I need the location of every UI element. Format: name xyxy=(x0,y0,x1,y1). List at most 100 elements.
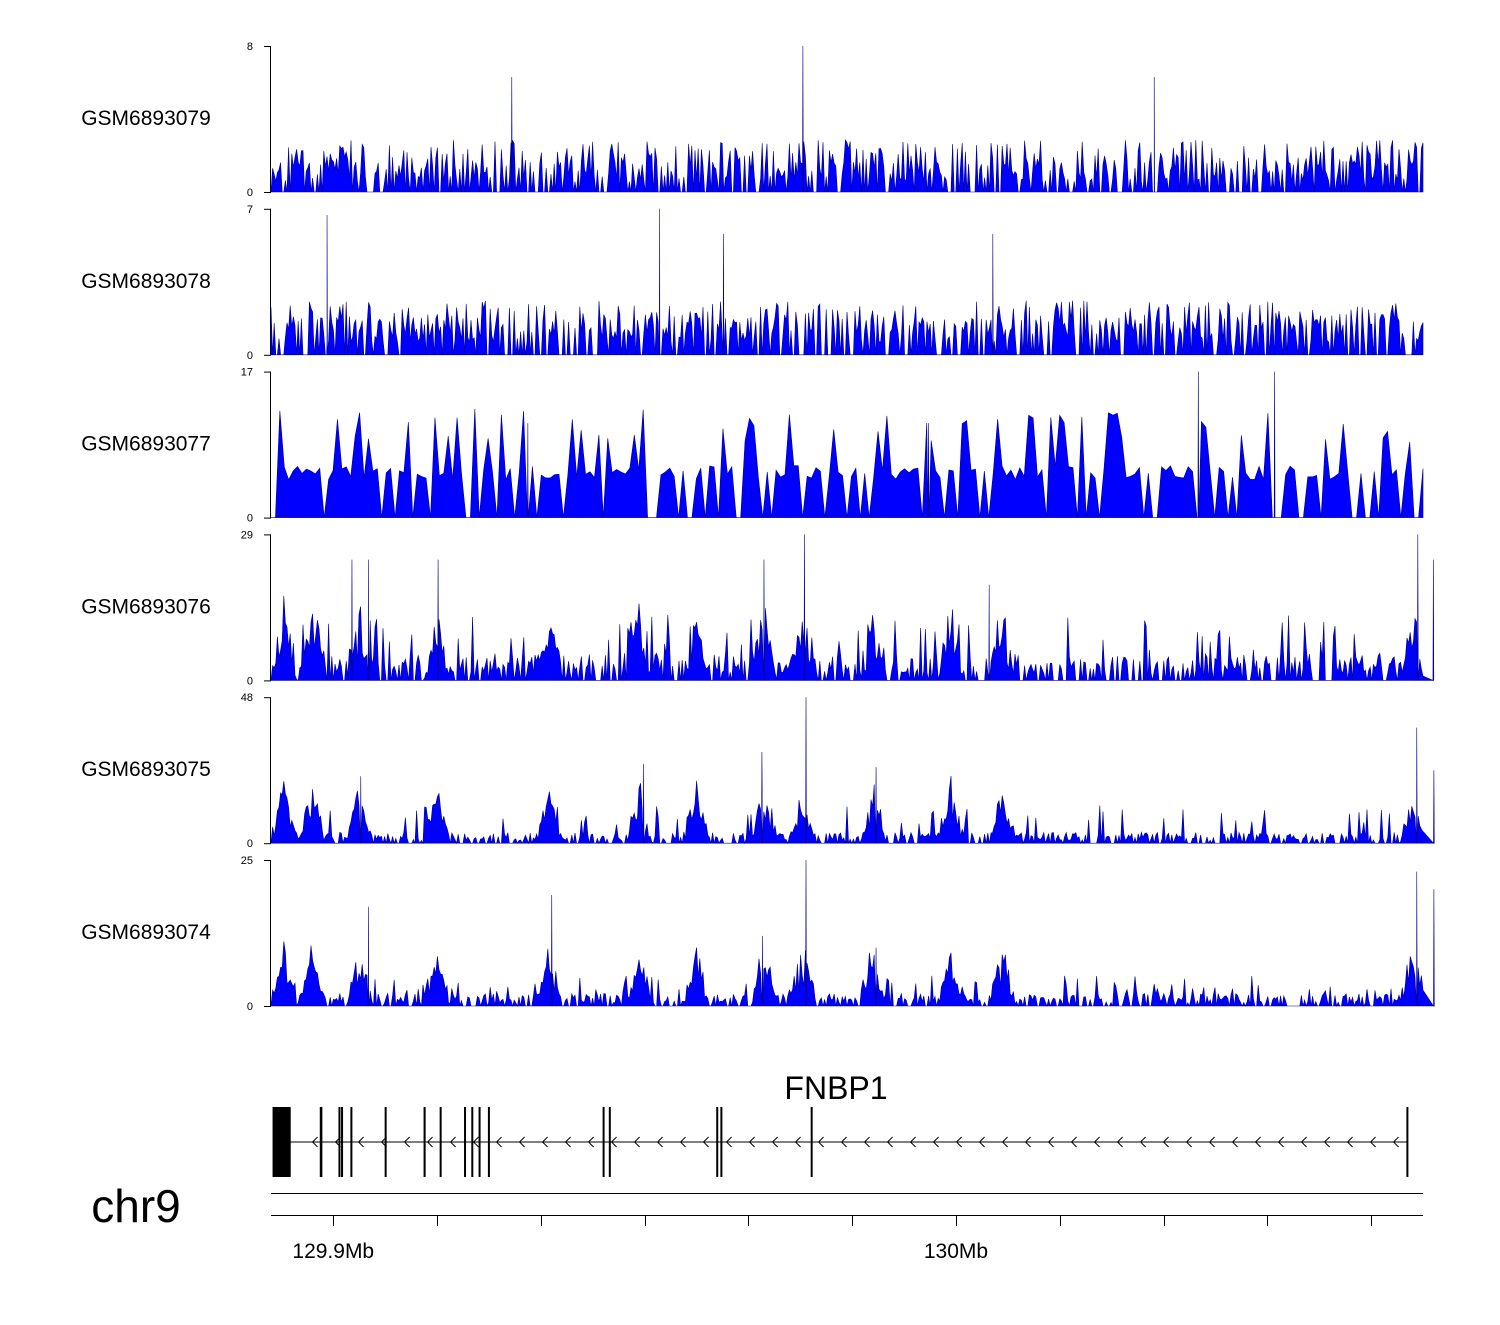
gene-exon xyxy=(471,1107,474,1177)
gene-exon xyxy=(716,1107,719,1177)
y-min-label: 0 xyxy=(247,187,253,199)
track-GSM6893074: GSM6893074 25 0 xyxy=(81,855,1435,1013)
strand-chevron xyxy=(1185,1136,1192,1148)
y-max-label: 17 xyxy=(241,367,253,379)
strand-chevron xyxy=(1070,1136,1077,1148)
gene-exon xyxy=(272,1107,291,1177)
strand-chevron xyxy=(748,1136,755,1148)
strand-chevron xyxy=(702,1136,709,1148)
chromosome-label: chr9 xyxy=(91,1180,180,1232)
strand-chevron xyxy=(1300,1136,1307,1148)
gene-exon xyxy=(341,1107,344,1177)
strand-chevron xyxy=(656,1136,663,1148)
gene-exon xyxy=(384,1107,387,1177)
y-min-label: 0 xyxy=(247,838,253,850)
gene-exon xyxy=(1406,1107,1409,1177)
gene-exon xyxy=(319,1107,323,1177)
genome-axis: chr9 129.9Mb 130Mb xyxy=(91,1180,1423,1263)
x-axis-label: 130Mb xyxy=(924,1240,988,1263)
strand-chevron xyxy=(541,1136,548,1148)
strand-chevron xyxy=(1208,1136,1215,1148)
strand-chevron xyxy=(1231,1136,1238,1148)
gene-track: FNBP1 xyxy=(272,1070,1409,1177)
strand-chevron xyxy=(1323,1136,1330,1148)
strand-chevron xyxy=(978,1136,985,1148)
y-min-label: 0 xyxy=(247,675,253,687)
strand-chevron xyxy=(1392,1136,1399,1148)
gene-exon xyxy=(338,1107,341,1177)
strand-chevron xyxy=(311,1136,318,1148)
coverage-area xyxy=(270,859,1435,1008)
y-max-label: 29 xyxy=(241,529,253,541)
gene-exon xyxy=(439,1107,442,1177)
y-max-label: 25 xyxy=(241,855,253,867)
gene-exon xyxy=(487,1107,490,1177)
strand-chevron xyxy=(955,1136,962,1148)
strand-chevron xyxy=(817,1136,824,1148)
strand-chevron xyxy=(610,1136,617,1148)
track-GSM6893077: GSM6893077 17 0 xyxy=(81,367,1424,525)
strand-chevron xyxy=(1093,1136,1100,1148)
strand-chevron xyxy=(771,1136,778,1148)
strand-chevron xyxy=(1047,1136,1054,1148)
track-GSM6893079: GSM6893079 8 0 xyxy=(81,41,1424,199)
track-label: GSM6893079 xyxy=(81,107,211,130)
gene-exon xyxy=(478,1107,481,1177)
strand-chevron xyxy=(587,1136,594,1148)
gene-exon xyxy=(720,1107,723,1177)
track-label: GSM6893074 xyxy=(81,921,211,944)
strand-chevron xyxy=(725,1136,732,1148)
strand-chevron xyxy=(932,1136,939,1148)
strand-chevron xyxy=(1001,1136,1008,1148)
gene-name-label: FNBP1 xyxy=(784,1070,887,1106)
strand-chevron xyxy=(794,1136,801,1148)
track-GSM6893078: GSM6893078 7 0 xyxy=(81,204,1424,362)
strand-chevron xyxy=(909,1136,916,1148)
strand-chevron xyxy=(472,1136,479,1148)
strand-chevron xyxy=(495,1136,502,1148)
strand-chevron xyxy=(426,1136,433,1148)
y-max-label: 48 xyxy=(241,692,253,704)
strand-chevron xyxy=(357,1136,364,1148)
y-max-label: 7 xyxy=(247,204,253,216)
strand-chevron xyxy=(863,1136,870,1148)
track-GSM6893076: GSM6893076 29 0 xyxy=(81,529,1435,687)
coverage-area xyxy=(270,534,1435,681)
strand-chevron xyxy=(886,1136,893,1148)
coverage-tracks: GSM689307980GSM689307870GSM6893077170GSM… xyxy=(81,41,1435,1013)
strand-chevron xyxy=(564,1136,571,1148)
strand-chevron xyxy=(403,1136,410,1148)
strand-chevron xyxy=(840,1136,847,1148)
strand-chevron xyxy=(1277,1136,1284,1148)
track-label: GSM6893075 xyxy=(81,758,211,781)
strand-chevron xyxy=(1139,1136,1146,1148)
strand-chevron xyxy=(633,1136,640,1148)
coverage-area xyxy=(271,371,1424,518)
gene-exon xyxy=(608,1107,611,1177)
track-label: GSM6893076 xyxy=(81,595,211,618)
strand-chevron xyxy=(1254,1136,1261,1148)
coverage-area xyxy=(270,45,1424,193)
strand-chevron xyxy=(449,1136,456,1148)
y-min-label: 0 xyxy=(247,513,253,525)
track-GSM6893075: GSM6893075 48 0 xyxy=(81,692,1435,850)
coverage-area xyxy=(270,697,1435,845)
strand-chevron xyxy=(1346,1136,1353,1148)
gene-exon xyxy=(423,1107,426,1177)
track-label: GSM6893078 xyxy=(81,270,211,293)
x-axis-label: 129.9Mb xyxy=(292,1240,374,1263)
strand-chevron xyxy=(1024,1136,1031,1148)
coverage-area xyxy=(270,208,1424,356)
track-label: GSM6893077 xyxy=(81,433,211,456)
gene-exon xyxy=(350,1107,353,1177)
strand-chevron xyxy=(1116,1136,1123,1148)
strand-chevron xyxy=(518,1136,525,1148)
strand-chevron xyxy=(1162,1136,1169,1148)
strand-chevron xyxy=(679,1136,686,1148)
y-min-label: 0 xyxy=(247,350,253,362)
gene-exon xyxy=(464,1107,467,1177)
gene-exon xyxy=(602,1107,605,1177)
y-min-label: 0 xyxy=(247,1001,253,1013)
